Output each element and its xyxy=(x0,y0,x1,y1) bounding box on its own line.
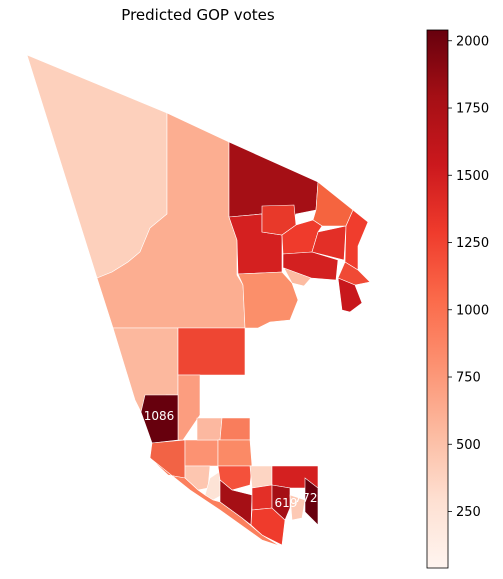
map-region xyxy=(252,485,272,510)
colorbar-gradient xyxy=(427,30,448,568)
colorbar-tick-label: 250 xyxy=(456,505,481,520)
colorbar-tick-label: 1500 xyxy=(456,169,489,184)
map-region xyxy=(313,182,353,226)
map-region xyxy=(220,418,250,440)
map-region xyxy=(218,440,252,466)
colorbar-tick-label: 1250 xyxy=(456,236,489,251)
map-region xyxy=(250,466,272,488)
map-region xyxy=(185,440,218,466)
county-regions xyxy=(27,55,370,546)
colorbar-tick-label: 1000 xyxy=(456,303,489,318)
map-label: 772 xyxy=(295,491,318,505)
map-region xyxy=(197,418,222,440)
colorbar: 250 500 750 1000 1250 1500 1750 2000 xyxy=(427,30,489,568)
colorbar-tick-label: 1750 xyxy=(456,102,489,117)
colorbar-tick-label: 500 xyxy=(456,438,481,453)
map-region xyxy=(238,272,298,328)
map-region xyxy=(178,328,245,375)
colorbar-tick-label: 2000 xyxy=(456,34,489,49)
map-label: 1086 xyxy=(144,409,175,423)
colorbar-tick-label: 750 xyxy=(456,371,481,386)
